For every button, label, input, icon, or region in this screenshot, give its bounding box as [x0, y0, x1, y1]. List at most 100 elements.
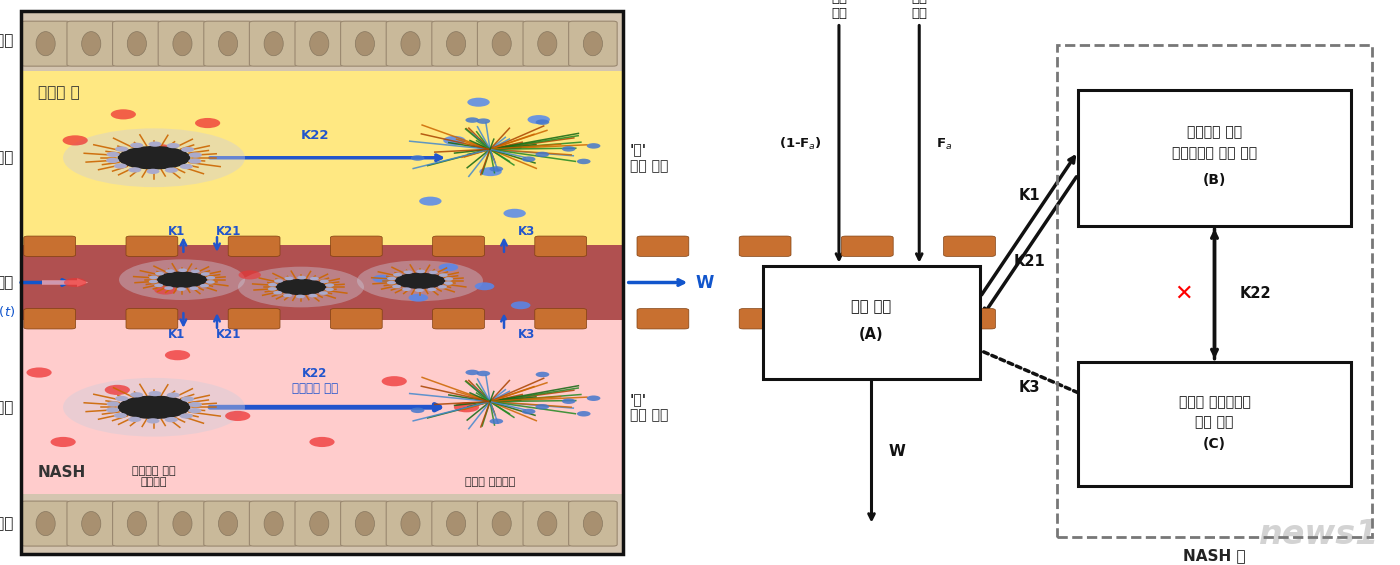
FancyBboxPatch shape	[535, 236, 587, 257]
Text: W: W	[889, 445, 906, 459]
Ellipse shape	[265, 511, 283, 536]
Circle shape	[27, 367, 52, 377]
Circle shape	[154, 284, 164, 287]
Circle shape	[179, 164, 193, 169]
Circle shape	[115, 396, 129, 401]
Ellipse shape	[119, 259, 245, 300]
Ellipse shape	[447, 511, 466, 536]
Circle shape	[465, 118, 479, 123]
Ellipse shape	[63, 378, 245, 437]
Text: (C): (C)	[1203, 437, 1226, 451]
Circle shape	[465, 370, 479, 375]
Ellipse shape	[309, 511, 329, 536]
Text: 디세강: 디세강	[0, 400, 14, 415]
Circle shape	[308, 294, 318, 297]
Ellipse shape	[400, 511, 420, 536]
FancyBboxPatch shape	[433, 236, 484, 257]
Ellipse shape	[447, 32, 466, 56]
Circle shape	[393, 273, 402, 277]
FancyBboxPatch shape	[739, 308, 791, 329]
Text: 위한 구획: 위한 구획	[1196, 416, 1233, 429]
Ellipse shape	[218, 32, 238, 56]
Circle shape	[372, 275, 392, 282]
Circle shape	[106, 158, 119, 163]
Circle shape	[148, 391, 161, 396]
Circle shape	[295, 294, 305, 298]
Circle shape	[535, 404, 549, 410]
Bar	[1078, 90, 1351, 226]
Circle shape	[181, 397, 195, 402]
Text: 동맥
순환: 동맥 순환	[911, 0, 927, 20]
Circle shape	[195, 118, 220, 128]
Ellipse shape	[238, 267, 364, 307]
Text: ✕: ✕	[1175, 284, 1193, 304]
Bar	[1057, 45, 1372, 537]
Circle shape	[392, 285, 402, 288]
Ellipse shape	[584, 511, 602, 536]
Circle shape	[535, 151, 549, 157]
Ellipse shape	[493, 32, 511, 56]
Circle shape	[536, 119, 549, 125]
Circle shape	[587, 143, 601, 149]
Circle shape	[64, 278, 87, 287]
Circle shape	[150, 276, 158, 279]
Circle shape	[382, 376, 407, 386]
Circle shape	[181, 147, 195, 152]
Text: 손상되지 않은: 손상되지 않은	[1187, 125, 1242, 139]
Text: K3: K3	[1018, 380, 1040, 395]
Circle shape	[325, 288, 333, 291]
Circle shape	[273, 291, 283, 294]
Text: NASH: NASH	[38, 465, 85, 480]
Ellipse shape	[357, 260, 483, 301]
Ellipse shape	[584, 32, 602, 56]
FancyBboxPatch shape	[126, 236, 178, 257]
FancyBboxPatch shape	[24, 236, 76, 257]
Circle shape	[528, 115, 550, 124]
Text: 나노입자를 위한 구획: 나노입자를 위한 구획	[1172, 147, 1257, 160]
Circle shape	[206, 280, 214, 284]
Circle shape	[189, 402, 202, 407]
Circle shape	[284, 277, 294, 280]
Bar	[21, 320, 623, 494]
Bar	[21, 245, 623, 320]
Text: NASH 간: NASH 간	[1183, 548, 1246, 563]
Circle shape	[388, 277, 396, 280]
Text: $C_0\mu(t)$: $C_0\mu(t)$	[0, 304, 15, 321]
Text: K22
활성산소 반응: K22 활성산소 반응	[293, 367, 337, 395]
Circle shape	[154, 285, 176, 294]
Ellipse shape	[36, 32, 55, 56]
FancyBboxPatch shape	[295, 21, 343, 66]
Circle shape	[454, 402, 479, 412]
FancyBboxPatch shape	[739, 236, 791, 257]
Circle shape	[106, 407, 119, 412]
Circle shape	[165, 417, 178, 422]
Circle shape	[111, 109, 136, 119]
Circle shape	[403, 271, 413, 274]
Circle shape	[476, 371, 490, 376]
FancyBboxPatch shape	[944, 236, 995, 257]
Ellipse shape	[81, 32, 101, 56]
FancyBboxPatch shape	[112, 21, 161, 66]
FancyBboxPatch shape	[21, 21, 70, 66]
Circle shape	[561, 146, 575, 151]
Text: (B): (B)	[1203, 173, 1226, 186]
Text: K3: K3	[518, 225, 535, 238]
FancyBboxPatch shape	[249, 21, 298, 66]
Circle shape	[475, 282, 494, 290]
FancyBboxPatch shape	[568, 501, 617, 546]
Circle shape	[511, 301, 531, 309]
Ellipse shape	[81, 511, 101, 536]
FancyBboxPatch shape	[637, 308, 689, 329]
FancyBboxPatch shape	[431, 501, 480, 546]
Circle shape	[176, 287, 186, 291]
FancyBboxPatch shape	[841, 308, 893, 329]
Circle shape	[416, 270, 426, 273]
Text: news1: news1	[1259, 518, 1379, 551]
Text: 와해된 나노입자를: 와해된 나노입자를	[1179, 396, 1250, 409]
Circle shape	[200, 284, 209, 288]
FancyBboxPatch shape	[637, 236, 689, 257]
Circle shape	[428, 271, 438, 274]
Bar	[21, 494, 623, 554]
Circle shape	[189, 158, 202, 164]
Circle shape	[206, 276, 216, 280]
